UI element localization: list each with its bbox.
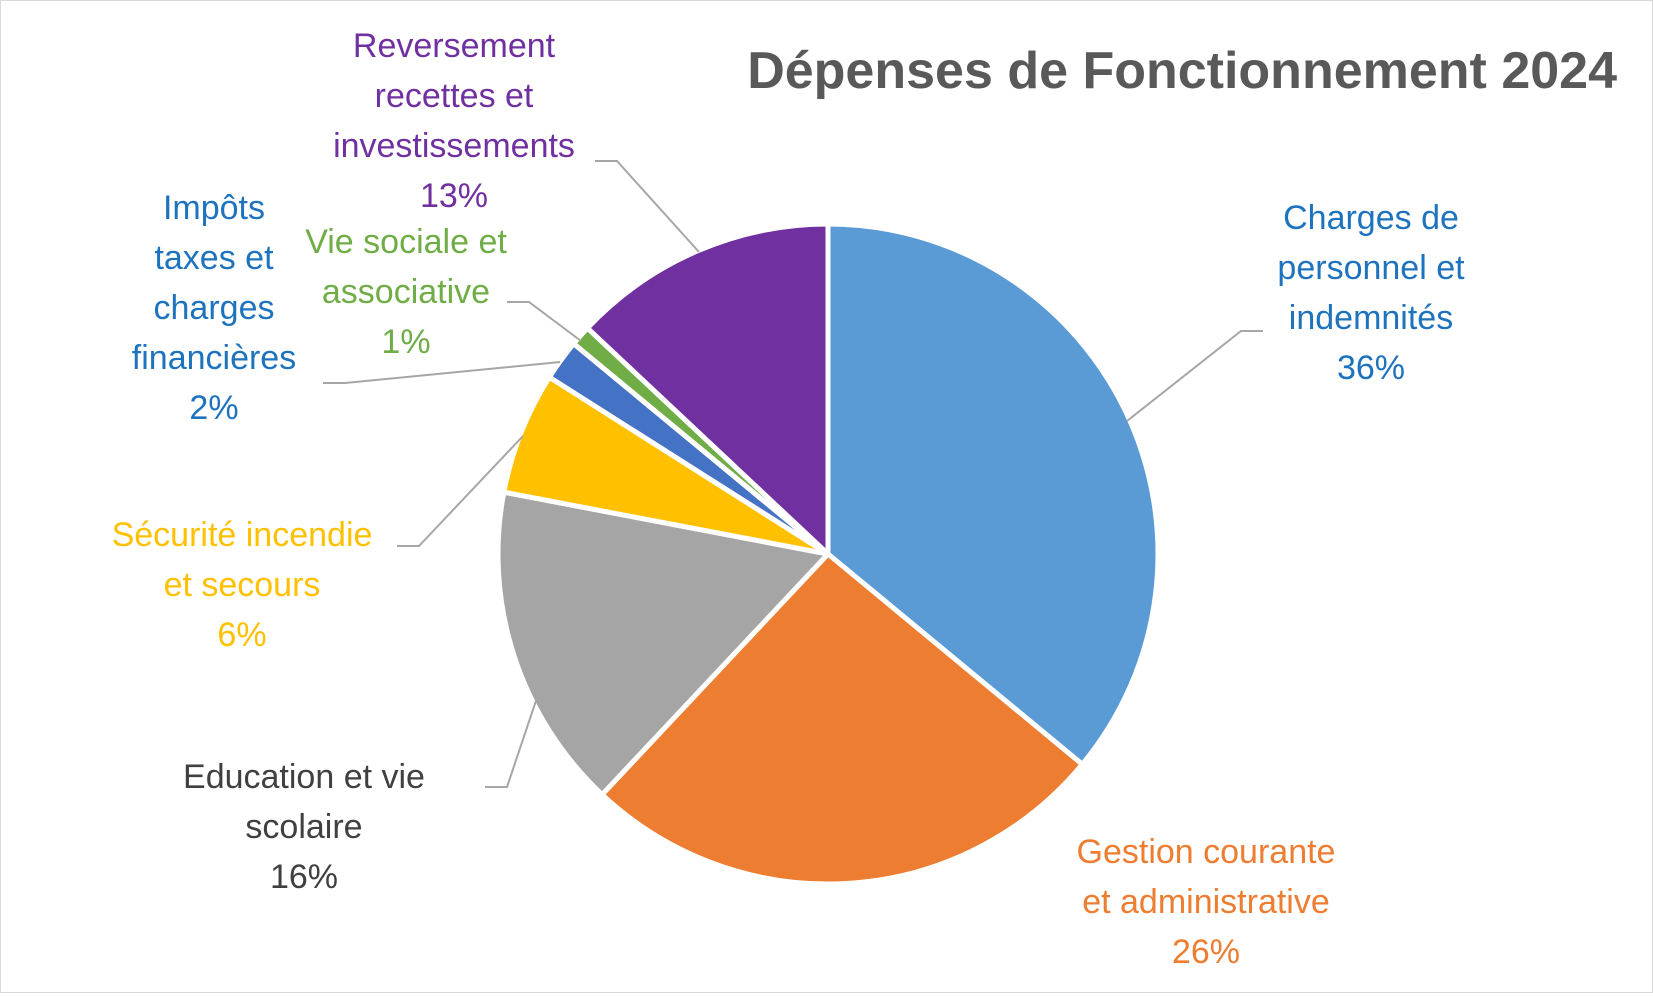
data-label-line: Charges de — [1283, 199, 1459, 237]
data-label-line: Education et vie — [183, 758, 425, 796]
data-label-line: indemnités — [1289, 299, 1453, 337]
data-label-line: Impôts — [163, 189, 265, 227]
data-label-securite-incendie-et-secours: Sécurité incendie et secours 6% — [112, 516, 373, 654]
leader-line-securite-incendie-et-secours — [397, 435, 524, 547]
data-label-percent: 36% — [1337, 349, 1405, 387]
data-label-line: scolaire — [245, 808, 362, 846]
data-label-percent: 26% — [1172, 933, 1240, 971]
data-label-line: et secours — [164, 566, 321, 604]
leader-lines — [323, 160, 1263, 788]
pie-slice-gestion-courante-et-administrative — [599, 551, 1085, 887]
data-label-vie-sociale-et-associative: Vie sociale et associative 1% — [305, 223, 507, 361]
data-labels: Charges de personnel et indemnités 36% Gesti… — [112, 27, 1466, 971]
leader-line-reversement-recettes-et-investissements — [595, 160, 700, 253]
data-label-line: taxes et — [154, 239, 274, 277]
data-label-line: Gestion courante — [1077, 833, 1336, 871]
data-label-line: associative — [322, 273, 490, 311]
leader-line-charges-de-personnel-et-indemnites — [1126, 330, 1263, 422]
data-label-percent: 13% — [420, 177, 488, 215]
data-label-line: charges — [154, 289, 275, 327]
data-label-education-et-vie-scolaire: Education et vie scolaire 16% — [183, 758, 425, 896]
leader-line-vie-sociale-et-associative — [507, 301, 582, 342]
data-label-line: investissements — [333, 127, 575, 165]
data-label-line: financières — [132, 339, 296, 377]
data-label-line: Sécurité incendie — [112, 516, 373, 554]
data-label-percent: 16% — [270, 858, 338, 896]
leader-line-impots-taxes-et-charges-financieres — [323, 361, 561, 384]
data-label-line: Vie sociale et — [305, 223, 507, 261]
data-label-percent: 1% — [381, 323, 430, 361]
data-label-line: recettes et — [375, 77, 534, 115]
data-label-percent: 6% — [217, 616, 266, 654]
data-label-impots-taxes-et-charges-financieres: Impôts taxes et charges financières 2% — [132, 189, 296, 427]
pie-slices — [495, 221, 1161, 887]
pie-slice-charges-de-personnel-et-indemnites — [825, 221, 1161, 767]
data-label-percent: 2% — [189, 389, 238, 427]
data-label-line: et administrative — [1082, 883, 1330, 921]
data-label-reversement-recettes-et-investissements: Reversement recettes et investissements 13% — [333, 27, 575, 215]
data-label-line: personnel et — [1277, 249, 1465, 287]
data-label-line: Reversement — [353, 27, 556, 65]
data-label-charges-de-personnel-et-indemnites: Charges de personnel et indemnités 36% — [1277, 199, 1465, 387]
pie-slice-education-et-vie-scolaire — [495, 489, 831, 798]
chart-title: Dépenses de Fonctionnement 2024 — [747, 42, 1617, 100]
data-label-gestion-courante-et-administrative: Gestion courante et administrative 26% — [1077, 833, 1336, 971]
leader-line-education-et-vie-scolaire — [485, 667, 548, 788]
